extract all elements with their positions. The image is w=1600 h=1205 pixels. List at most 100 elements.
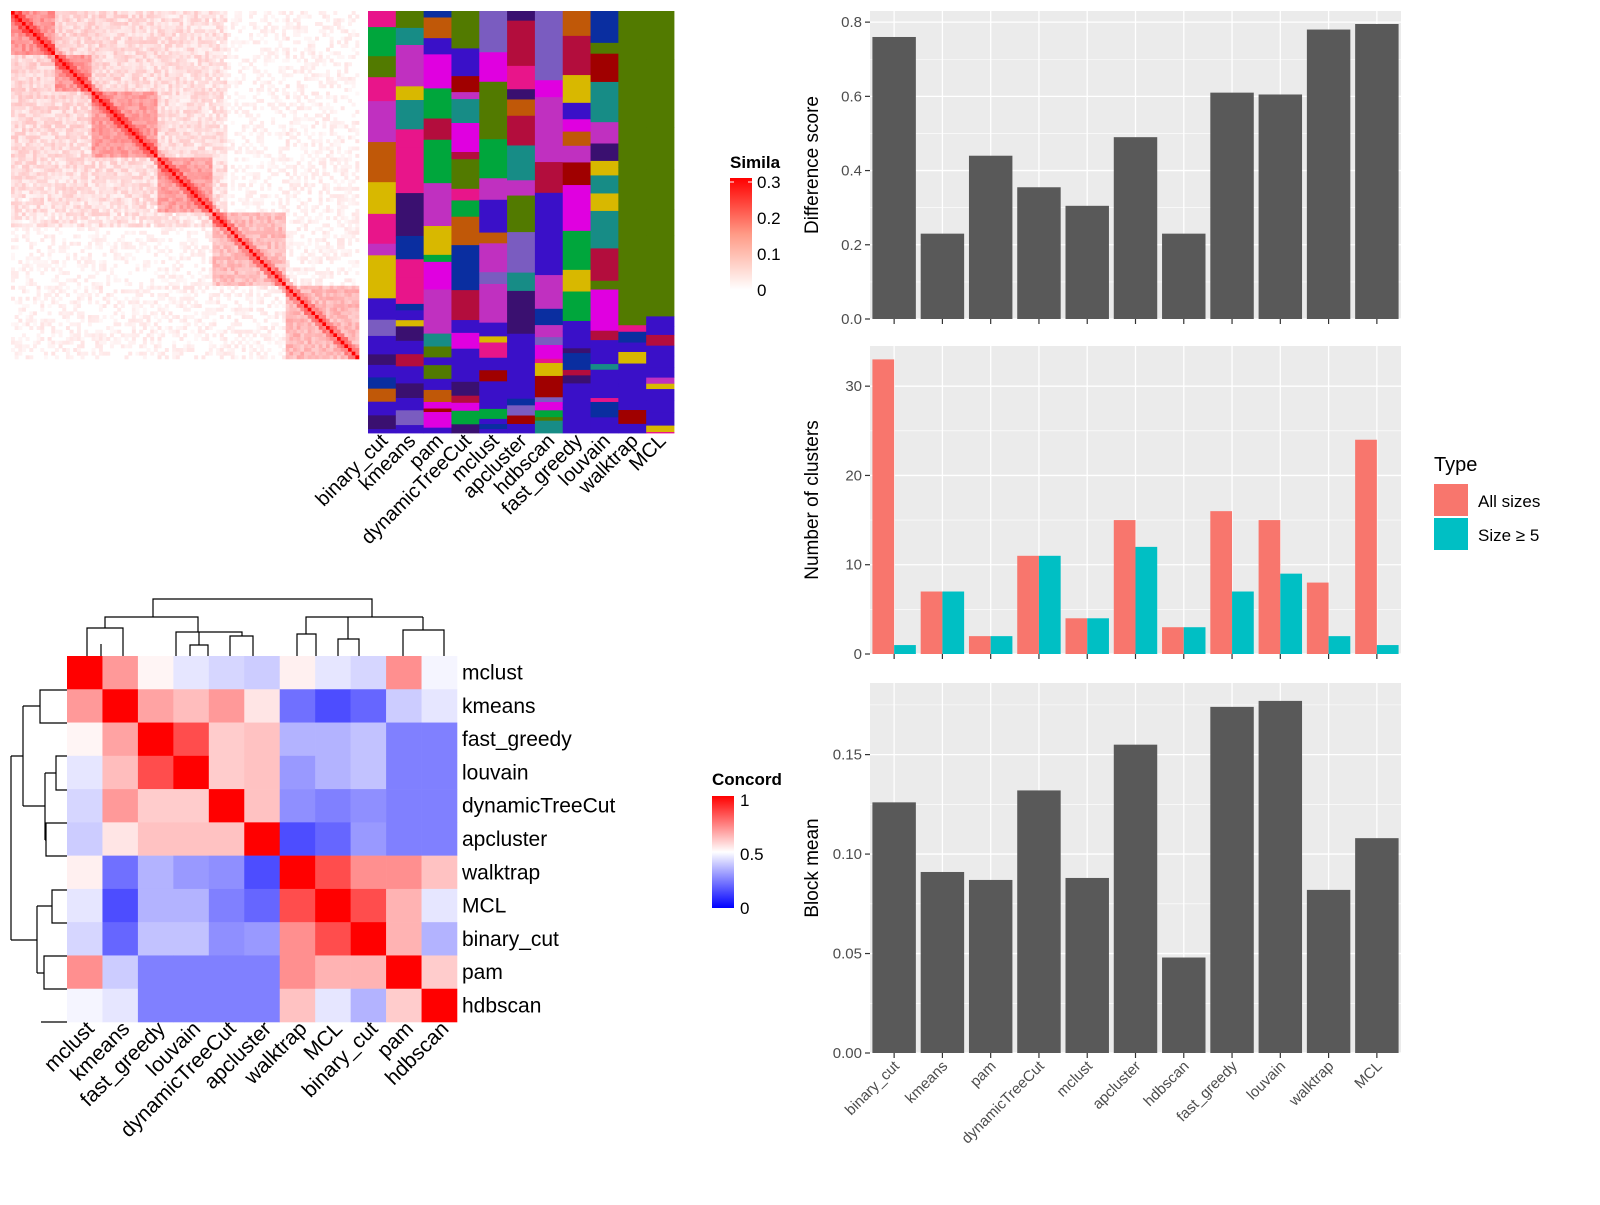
similarity-cell: [11, 117, 15, 122]
similarity-cell: [219, 142, 224, 147]
similarity-cell: [179, 98, 184, 103]
similarity-cell: [124, 43, 129, 48]
similarity-cell: [40, 194, 45, 199]
similarity-cell: [65, 120, 70, 125]
similarity-cell: [271, 117, 276, 122]
similarity-cell: [307, 190, 312, 195]
similarity-cell: [87, 91, 92, 96]
similarity-cell: [249, 201, 254, 206]
similarity-cell: [124, 91, 129, 96]
similarity-cell: [337, 168, 341, 173]
similarity-cell: [241, 216, 246, 221]
similarity-cell: [274, 18, 279, 23]
similarity-cell: [11, 29, 15, 34]
similarity-cell: [157, 54, 162, 59]
similarity-cell: [252, 80, 257, 85]
similarity-cell: [109, 139, 114, 144]
similarity-cell: [197, 194, 202, 199]
similarity-cell: [69, 124, 74, 129]
similarity-cell: [131, 150, 136, 155]
similarity-cell: [124, 124, 129, 129]
similarity-cell: [58, 267, 63, 272]
similarity-cell: [355, 216, 360, 221]
similarity-cell: [318, 51, 323, 56]
similarity-cell: [179, 183, 184, 188]
similarity-cell: [157, 219, 162, 224]
similarity-cell: [131, 230, 136, 235]
similarity-cell: [197, 58, 202, 63]
similarity-cell: [109, 208, 114, 213]
similarity-cell: [32, 223, 37, 228]
similarity-cell: [249, 62, 254, 67]
similarity-cell: [238, 131, 243, 136]
similarity-cell: [164, 161, 169, 166]
similarity-cell: [11, 175, 15, 180]
similarity-cell: [117, 139, 122, 144]
similarity-cell: [14, 227, 19, 232]
similarity-cell: [95, 201, 100, 206]
similarity-cell: [289, 124, 294, 129]
similarity-cell: [11, 102, 15, 107]
similarity-cell: [282, 47, 287, 52]
similarity-cell: [120, 168, 125, 173]
similarity-cell: [300, 65, 305, 70]
similarity-cell: [278, 65, 283, 70]
similarity-cell: [73, 135, 78, 140]
similarity-cell: [146, 208, 151, 213]
similarity-cell: [322, 106, 327, 111]
similarity-cell: [267, 230, 272, 235]
similarity-cell: [190, 29, 195, 34]
similarity-cell: [300, 186, 305, 191]
similarity-cell: [109, 84, 114, 89]
similarity-cell: [157, 153, 162, 158]
similarity-cell: [76, 124, 81, 129]
similarity-cell: [172, 43, 177, 48]
similarity-cell: [40, 164, 45, 169]
similarity-cell: [216, 227, 221, 232]
similarity-cell: [315, 102, 319, 107]
similarity-cell: [91, 197, 96, 202]
similarity-cell: [164, 197, 169, 202]
similarity-cell: [190, 58, 195, 63]
similarity-cell: [87, 47, 92, 52]
similarity-cell: [157, 65, 162, 70]
similarity-cell: [117, 135, 122, 140]
similarity-cell: [183, 120, 188, 125]
similarity-cell: [109, 245, 114, 250]
similarity-cell: [76, 102, 81, 107]
similarity-cell: [186, 197, 191, 202]
similarity-cell: [179, 106, 184, 111]
similarity-cell: [223, 106, 228, 111]
similarity-cell: [102, 205, 107, 210]
similarity-cell: [245, 186, 250, 191]
similarity-cell: [54, 73, 59, 78]
similarity-cell: [124, 14, 129, 19]
similarity-cell: [227, 234, 232, 239]
similarity-cell: [337, 120, 341, 125]
similarity-cell: [14, 47, 19, 52]
similarity-cell: [21, 124, 26, 129]
similarity-cell: [168, 227, 173, 232]
similarity-cell: [146, 87, 151, 92]
similarity-cell: [190, 36, 195, 41]
similarity-cell: [223, 76, 228, 81]
similarity-cell: [58, 113, 63, 118]
similarity-cell: [307, 219, 312, 224]
similarity-cell: [25, 117, 30, 122]
similarity-cell: [186, 212, 191, 217]
similarity-cell: [267, 260, 272, 265]
similarity-cell: [139, 175, 144, 180]
similarity-cell: [190, 47, 195, 52]
similarity-cell: [69, 120, 74, 125]
similarity-cell: [183, 241, 188, 246]
similarity-cell: [109, 146, 114, 151]
similarity-cell: [51, 146, 56, 151]
similarity-cell: [120, 234, 125, 239]
similarity-cell: [216, 172, 221, 177]
similarity-cell: [102, 153, 107, 158]
similarity-cell: [40, 69, 45, 74]
similarity-cell: [190, 186, 195, 191]
similarity-cell: [80, 124, 85, 129]
similarity-cell: [307, 168, 312, 173]
similarity-cell: [21, 223, 26, 228]
